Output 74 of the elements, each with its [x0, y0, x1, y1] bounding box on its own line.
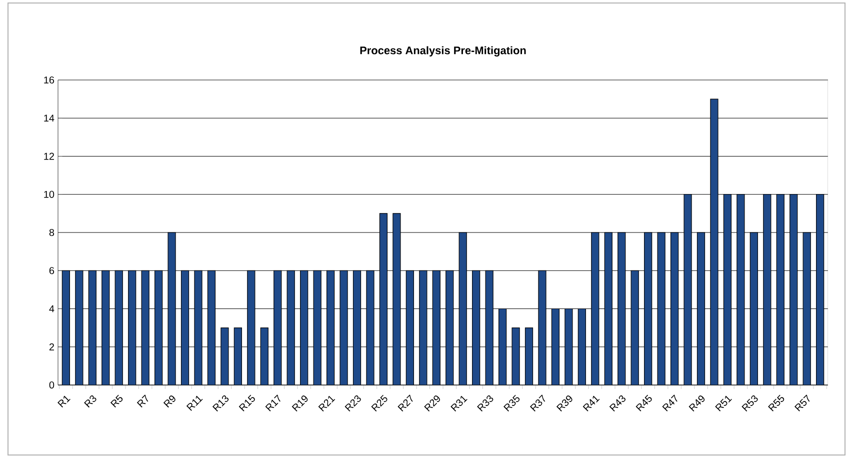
bar: [696, 232, 706, 385]
bar: [551, 308, 560, 385]
bar: [763, 194, 772, 385]
x-tick-label: R7: [136, 394, 148, 408]
bar: [432, 270, 440, 385]
x-tick-label: R25: [371, 394, 388, 412]
bar: [154, 270, 163, 385]
y-tick-label: 0: [49, 381, 54, 389]
y-tick-label: 16: [44, 76, 54, 84]
bar: [618, 232, 626, 385]
y-tick-label: 10: [44, 190, 54, 198]
x-tick-label: R53: [742, 395, 758, 412]
x-tick-label: R19: [292, 396, 308, 412]
bar: [604, 232, 612, 385]
bar: [128, 270, 136, 385]
x-tick-label: R41: [582, 396, 600, 412]
bar: [300, 270, 308, 385]
bar: [234, 328, 242, 385]
x-tick-label: R5: [110, 394, 123, 408]
bar: [419, 270, 428, 385]
bar: [816, 194, 824, 385]
x-tick-label: R9: [163, 396, 176, 408]
y-tick-label: 4: [49, 305, 54, 312]
bar: [630, 270, 639, 385]
bar: [62, 270, 70, 385]
bar: [591, 232, 600, 385]
bar: [260, 328, 268, 385]
bar: [207, 270, 216, 385]
bar: [274, 270, 282, 385]
bar: [406, 270, 414, 385]
x-tick-label: R11: [186, 396, 203, 411]
x-tick-label: R49: [688, 396, 705, 412]
bar: [750, 232, 758, 385]
bar: [75, 270, 84, 385]
bar: [776, 194, 784, 385]
bar: [524, 328, 534, 385]
x-tick-label: R23: [344, 395, 361, 412]
y-tick-label: 8: [49, 228, 54, 236]
bar: [114, 270, 123, 385]
y-tick-label: 12: [44, 152, 54, 160]
x-tick-label: R35: [504, 394, 520, 412]
x-tick-label: R1: [58, 396, 70, 408]
x-tick-label: R51: [715, 396, 732, 412]
bar: [102, 270, 110, 385]
x-tick-label: R43: [609, 395, 626, 412]
bar: [472, 270, 480, 385]
y-tick-label: 6: [49, 267, 54, 274]
bar: [498, 308, 507, 385]
x-tick-label: R45: [636, 394, 652, 412]
bar: [286, 270, 295, 385]
x-tick-label: R29: [424, 396, 440, 412]
bar: [802, 232, 811, 385]
bar: [326, 270, 335, 385]
bar: [352, 270, 362, 385]
x-tick-label: R3: [84, 395, 96, 408]
x-tick-label: R13: [212, 395, 229, 412]
bar: [723, 194, 732, 385]
bar: [790, 194, 798, 385]
bar: [644, 232, 652, 385]
bar: [88, 270, 96, 385]
bar: [180, 270, 190, 385]
chart-title: Process Analysis Pre-Mitigation: [360, 46, 526, 57]
bar: [458, 232, 467, 385]
x-tick-label: R21: [318, 396, 336, 412]
bar: [379, 213, 388, 385]
bar: [247, 270, 256, 385]
x-tick-label: R33: [477, 395, 494, 412]
bar: [670, 232, 679, 385]
y-tick-label: 14: [44, 114, 54, 122]
bar: [578, 308, 586, 385]
x-tick-label: R39: [556, 396, 572, 412]
y-tick-label: 2: [49, 343, 54, 350]
x-tick-label: R31: [450, 396, 468, 412]
bar: [446, 270, 454, 385]
